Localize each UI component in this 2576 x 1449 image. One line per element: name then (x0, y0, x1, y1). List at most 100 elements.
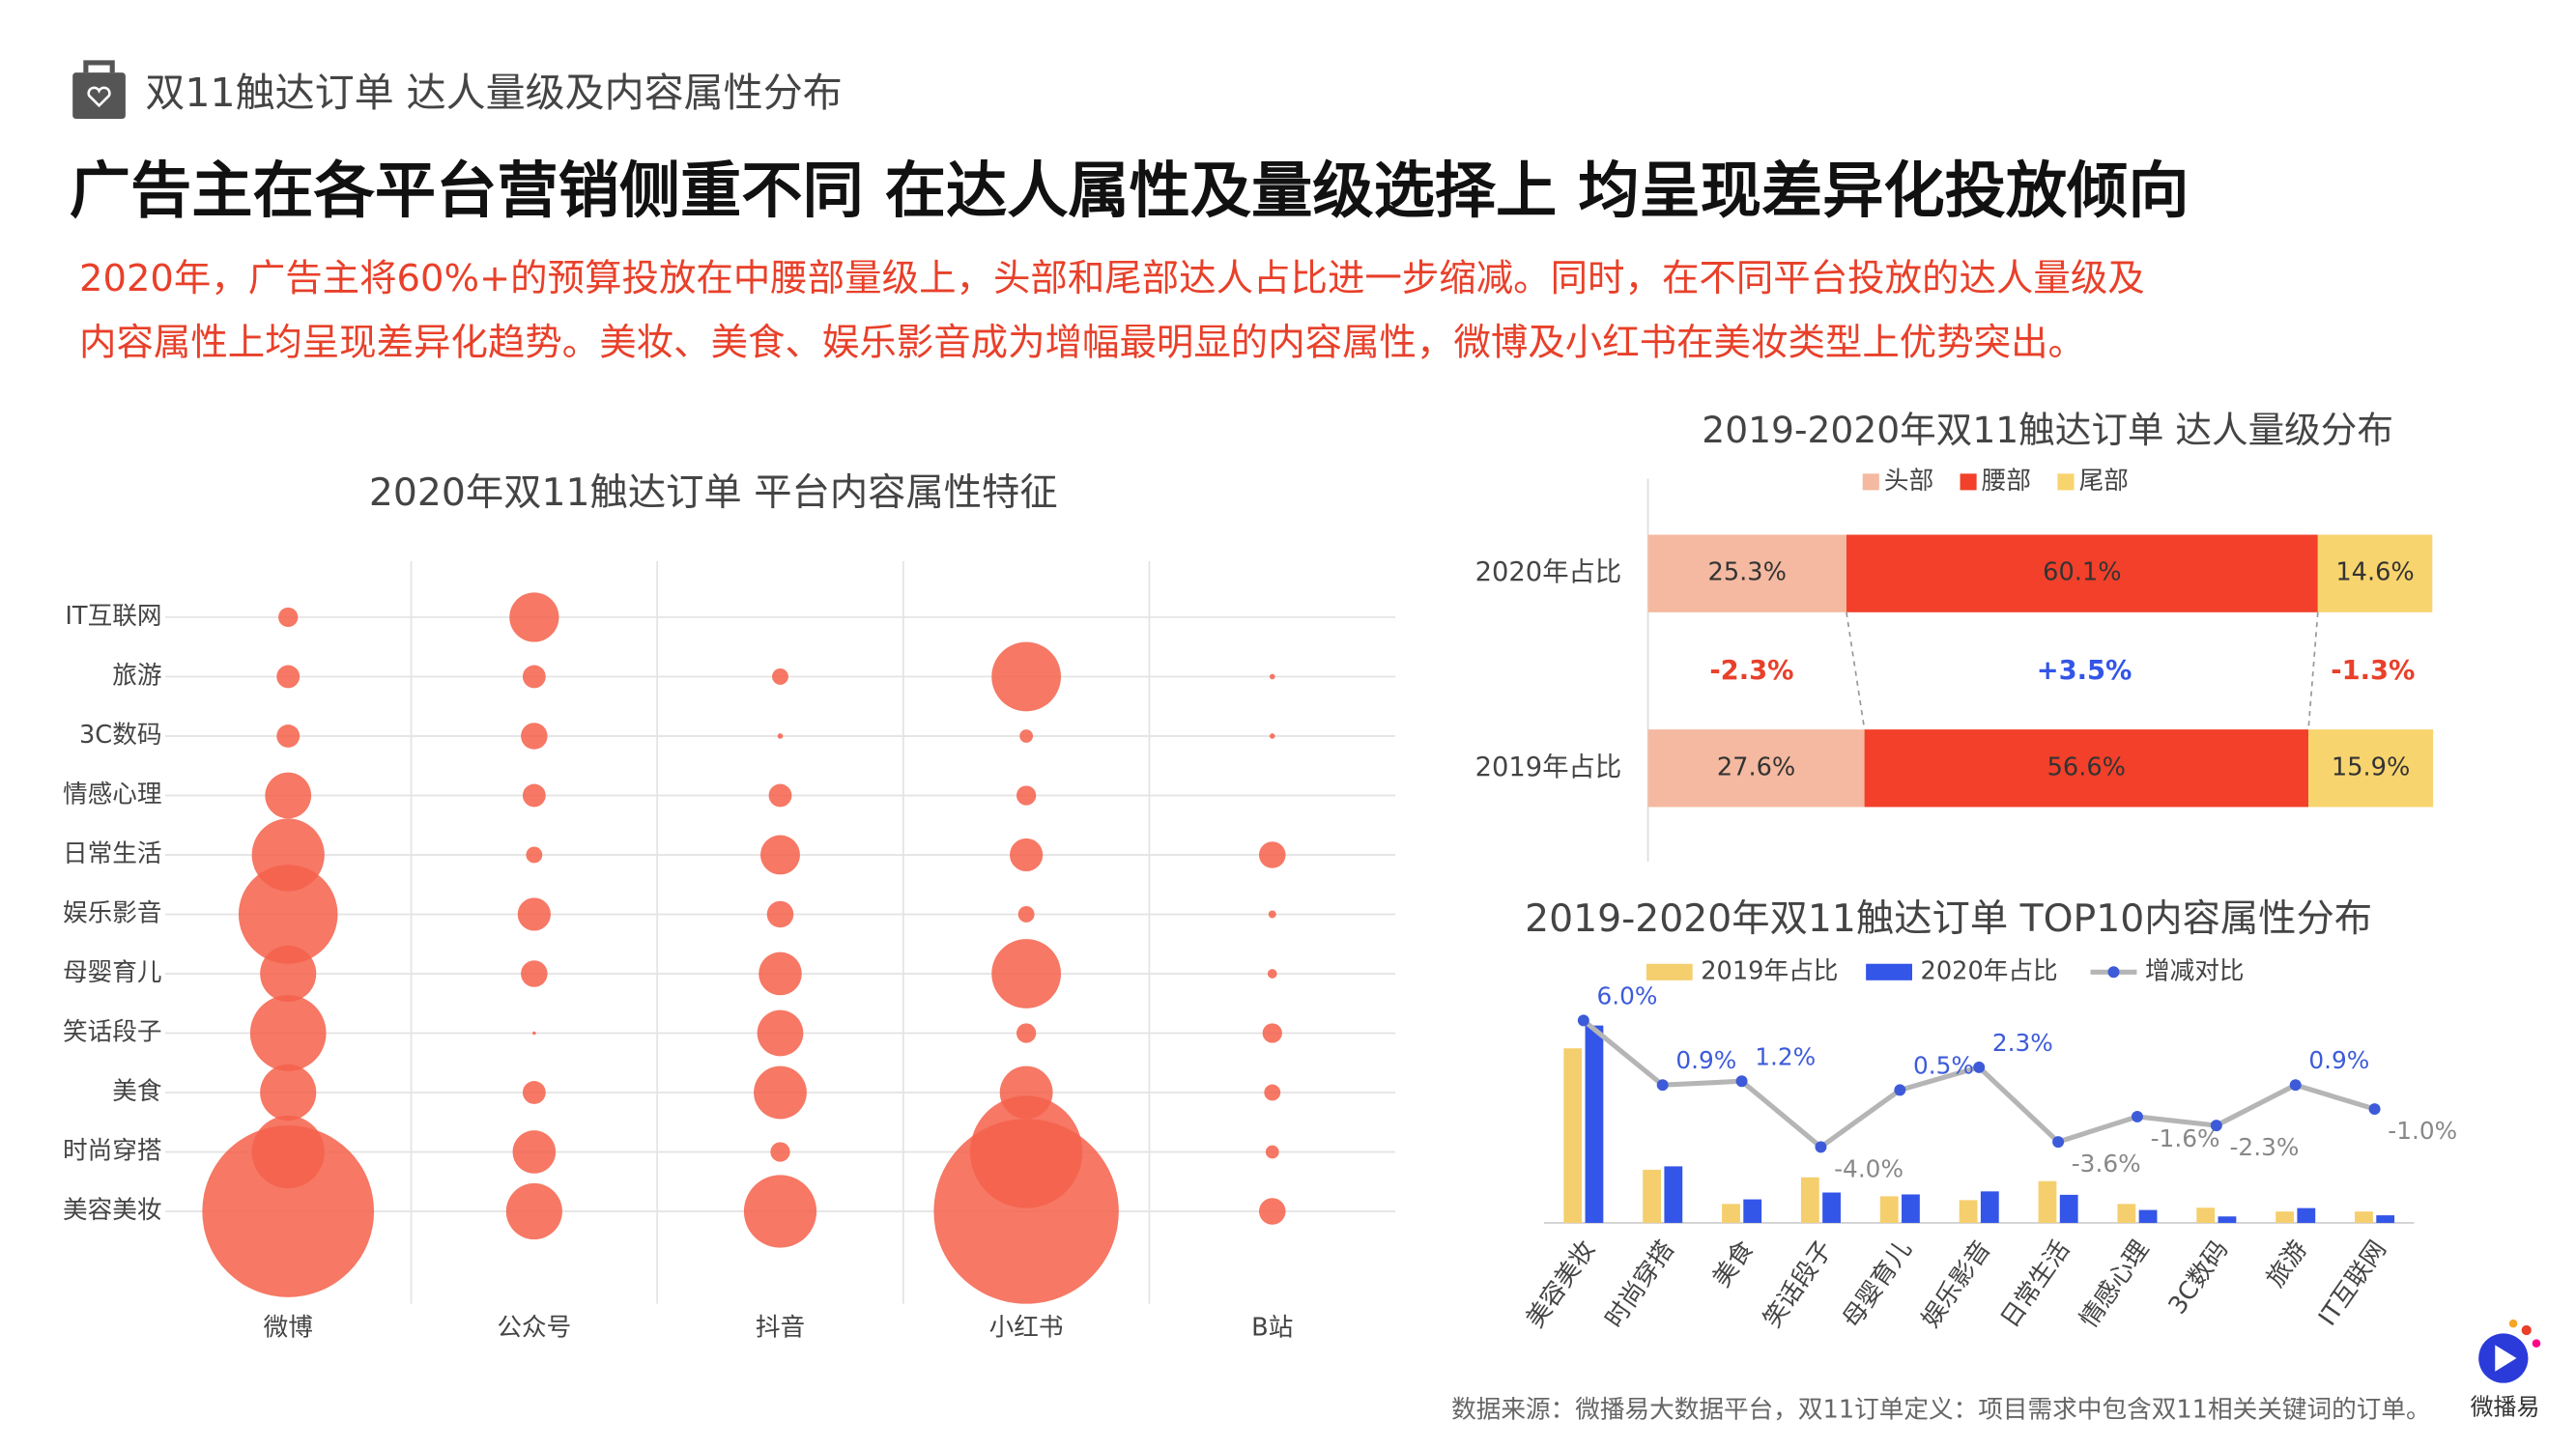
bubble (1010, 838, 1044, 872)
bubble (1265, 1145, 1279, 1159)
bubble (770, 1142, 790, 1162)
subtitle-line: 2020年，广告主将60%+的预算投放在中腰部量级上，头部和尾部达人占比进一步缩… (79, 257, 2145, 300)
x-tick-label: 娱乐影音 (1916, 1236, 1996, 1333)
bubble (768, 783, 792, 808)
x-tick-label: 公众号 (497, 1313, 571, 1342)
x-tick-label: 抖音 (756, 1313, 805, 1342)
bar-segment (1647, 729, 1865, 808)
y-tick-label: 娱乐影音 (63, 898, 162, 927)
bar (2275, 1211, 2294, 1223)
bar (1643, 1169, 1661, 1223)
value-label: 6.0% (1597, 981, 1658, 1009)
y-tick-label: 母婴育儿 (63, 958, 162, 987)
bubble (278, 607, 299, 628)
bubble (1258, 1198, 1286, 1225)
x-tick-label: 时尚穿搭 (1600, 1236, 1680, 1333)
line-point (1815, 1141, 1827, 1153)
bubble (1016, 1023, 1037, 1043)
connector (1846, 611, 1866, 730)
value-label: 0.9% (1675, 1046, 1736, 1074)
bubble (760, 835, 800, 875)
bar (2059, 1194, 2078, 1223)
value-label: 15.9% (2332, 753, 2410, 781)
bubble (260, 945, 317, 1003)
bubble (1016, 785, 1037, 806)
bubble (772, 668, 788, 685)
line-point (1735, 1075, 1748, 1088)
x-tick-label: 美食 (1707, 1236, 1760, 1293)
bar-segment (1864, 729, 2309, 808)
value-label: 0.9% (2308, 1046, 2369, 1074)
legend-label: 增减对比 (2145, 956, 2245, 985)
line-point (1577, 1014, 1589, 1027)
bar-segment (2308, 729, 2434, 808)
bar (2218, 1216, 2237, 1223)
change-label: +3.5% (2037, 656, 2132, 686)
bar (2376, 1215, 2395, 1223)
bubble (1264, 1084, 1281, 1101)
bar-segment (1647, 534, 1846, 612)
bubble (766, 900, 794, 928)
bubble (1269, 673, 1275, 680)
bar (2297, 1208, 2316, 1223)
value-label: 56.6% (2047, 753, 2126, 781)
legend-label: 2020年占比 (1921, 956, 2058, 985)
y-tick-label: 2019年占比 (1475, 753, 1622, 782)
value-label: 2.3% (1992, 1029, 2053, 1057)
y-tick-label: 旅游 (112, 661, 161, 690)
legend-swatch (2107, 966, 2120, 979)
bar (2038, 1180, 2057, 1223)
bubble (1017, 906, 1035, 923)
bar-segment (2317, 534, 2433, 612)
chart-title: 2019-2020年双11触达订单 达人量级分布 (1702, 409, 2393, 451)
value-label: -2.3% (2230, 1133, 2300, 1161)
line-point (2210, 1120, 2222, 1132)
line-point (2289, 1079, 2302, 1092)
bar (1585, 1025, 1604, 1223)
bar (2196, 1208, 2216, 1223)
bubble (249, 995, 327, 1071)
value-label: 1.2% (1755, 1042, 1816, 1070)
bubble (758, 952, 802, 996)
bubble (1019, 729, 1034, 743)
bubble (743, 1175, 817, 1248)
bubble (512, 1130, 557, 1174)
y-tick-label: IT互联网 (65, 602, 161, 631)
x-tick-label: 3C数码 (2163, 1236, 2235, 1320)
bubble (777, 733, 784, 739)
x-tick-label: 微博 (264, 1313, 313, 1342)
value-label: 60.1% (2043, 558, 2121, 587)
bubble (522, 783, 546, 808)
x-tick-label: 小红书 (989, 1313, 1064, 1342)
connector (2307, 611, 2319, 730)
subtitle-line: 内容属性上均呈现差异化趋势。美妆、美食、娱乐影音成为增幅最明显的内容属性，微博及… (79, 322, 2085, 365)
bar (1902, 1194, 1920, 1223)
x-tick-label: 情感心理 (2075, 1236, 2155, 1333)
bubble (1258, 841, 1286, 868)
y-tick-label: 日常生活 (63, 839, 162, 868)
bar-segment (1846, 534, 2318, 612)
value-label: -4.0% (1834, 1154, 1903, 1182)
value-label: 25.3% (1708, 558, 1787, 587)
line-point (1973, 1061, 1986, 1073)
bubble (1269, 733, 1275, 739)
y-tick-label: 时尚穿搭 (63, 1136, 162, 1165)
bubble (1262, 1023, 1282, 1043)
bubble (276, 665, 301, 689)
value-label: -3.6% (2072, 1150, 2141, 1178)
bar (1743, 1199, 1762, 1223)
legend-swatch (1862, 473, 1879, 491)
y-tick-label: 情感心理 (63, 780, 162, 809)
bubble (1268, 910, 1276, 919)
legend-swatch (1866, 963, 1912, 980)
bubble (238, 865, 338, 964)
y-tick-label: 2020年占比 (1475, 557, 1622, 587)
source-note: 数据来源：微播易大数据平台，双11订单定义：项目需求中包含双11相关关键词的订单… (1451, 1396, 2431, 1425)
x-tick-label: IT互联网 (2313, 1236, 2392, 1331)
x-tick-label: B站 (1251, 1313, 1293, 1342)
bubble (522, 665, 546, 689)
bubble (754, 1065, 807, 1120)
bubble (260, 1064, 317, 1122)
bubble (991, 939, 1062, 1009)
